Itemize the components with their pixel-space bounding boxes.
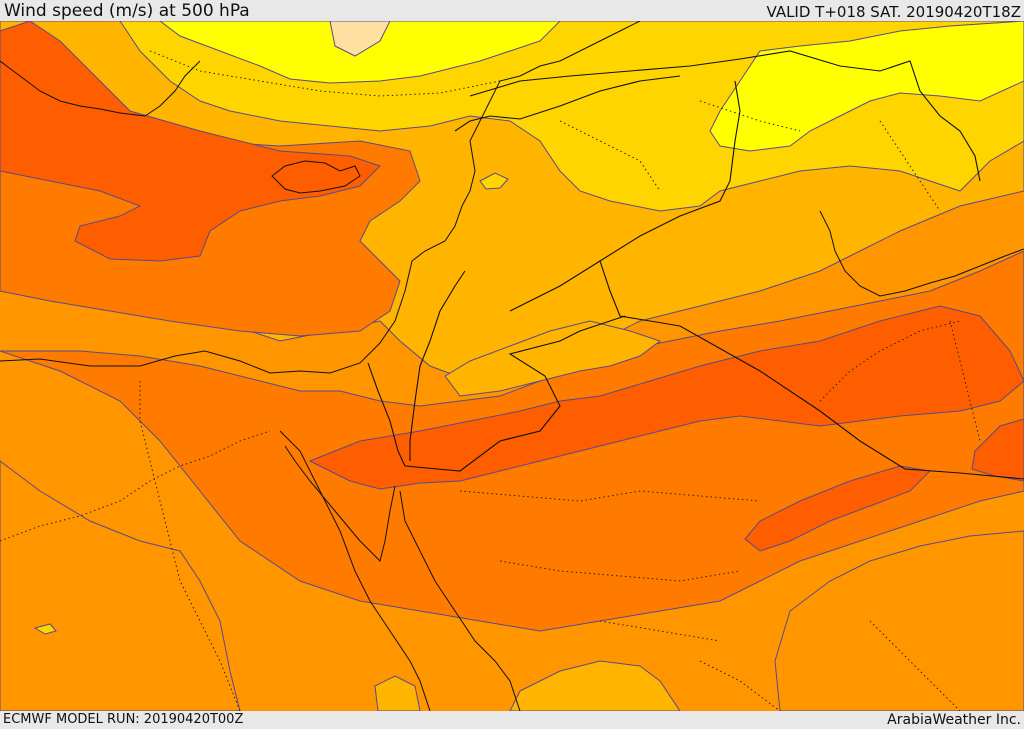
map-title: Wind speed (m/s) at 500 hPa bbox=[4, 1, 250, 21]
coastline-aegean bbox=[0, 60, 201, 117]
coastline-gulf-aqaba bbox=[399, 490, 521, 711]
footer-bar: ECMWF MODEL RUN: 20190420T00Z ArabiaWeat… bbox=[0, 711, 1024, 729]
band-southeast-orange bbox=[774, 530, 1024, 711]
valid-time: VALID T+018 SAT. 20190420T18Z bbox=[766, 3, 1021, 21]
credit: ArabiaWeather Inc. bbox=[887, 712, 1021, 728]
admin-lines-north bbox=[149, 50, 941, 212]
border-jordan-west bbox=[409, 270, 466, 461]
band-northeast-yellow bbox=[709, 21, 1024, 152]
admin-lines-east bbox=[699, 320, 981, 711]
band-south-gold bbox=[509, 660, 681, 711]
band-gold-patch-1 bbox=[479, 172, 509, 190]
coastline-persian-gulf bbox=[819, 210, 1024, 297]
map-canvas bbox=[0, 21, 1024, 711]
band-right-red bbox=[971, 418, 1024, 482]
model-run: ECMWF MODEL RUN: 20190420T00Z bbox=[3, 712, 244, 727]
band-east-red bbox=[744, 465, 932, 552]
band-south-gold-small bbox=[374, 675, 421, 711]
wind-speed-map[interactable] bbox=[0, 21, 1024, 711]
border-egypt-israel bbox=[367, 362, 406, 467]
band-belt-red bbox=[308, 305, 1024, 490]
band-gold-patch-2 bbox=[33, 623, 57, 635]
border-saudi-south bbox=[404, 315, 626, 472]
border-turkey-syria bbox=[454, 75, 681, 132]
band-south-orange bbox=[0, 460, 241, 711]
border-syria-iraq bbox=[469, 50, 981, 182]
border-jordan-iraq bbox=[599, 260, 1024, 480]
coastline-cyprus bbox=[271, 160, 361, 194]
coastline-sinai bbox=[284, 445, 396, 562]
band-west-red bbox=[0, 21, 381, 262]
border-jordan-saudi bbox=[509, 80, 741, 312]
header-bar: Wind speed (m/s) at 500 hPa VALID T+018 … bbox=[0, 0, 1024, 21]
coastline-red-sea bbox=[279, 430, 431, 711]
coastline-mediterranean bbox=[0, 21, 641, 374]
band-peach-patch bbox=[329, 21, 391, 57]
admin-lines-west bbox=[0, 381, 271, 711]
band-central-gold bbox=[444, 320, 662, 397]
